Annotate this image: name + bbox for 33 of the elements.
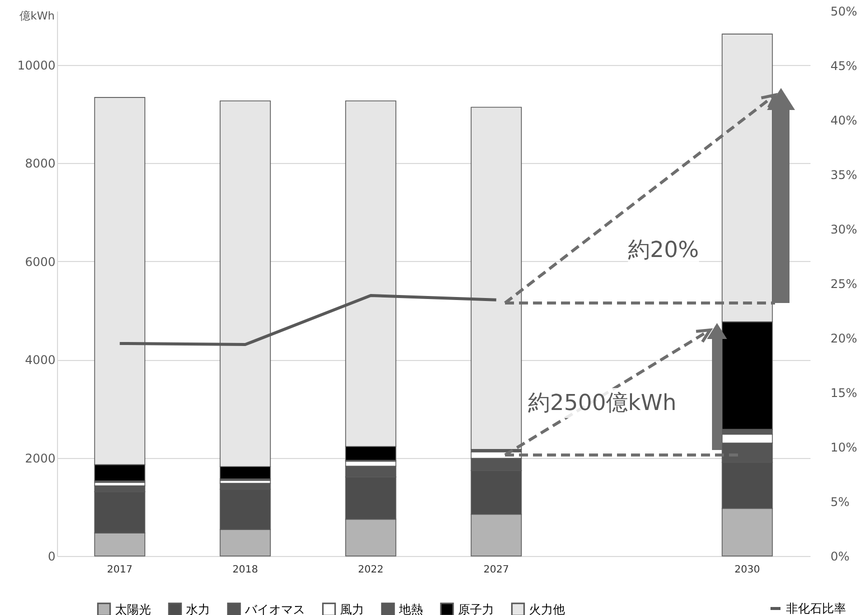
y-tick-label: 2000 — [24, 451, 56, 466]
legend-label: バイオマス — [244, 602, 305, 615]
legend-label: 太陽光 — [115, 602, 151, 615]
y2-tick-label: 15% — [830, 386, 858, 400]
x-tick-label: 2030 — [734, 564, 760, 576]
y-tick-label: 10000 — [17, 58, 56, 73]
y2-tick-label: 35% — [830, 168, 858, 182]
y-tick-label: 0 — [48, 550, 56, 564]
y2-tick-label: 0% — [830, 550, 850, 564]
legend-label: 風力 — [340, 602, 364, 615]
legend-label: 火力他 — [529, 602, 565, 615]
y2-tick-label: 45% — [830, 59, 858, 73]
annotation: 約2500億kWh — [528, 388, 676, 418]
legend-label: 非化石比率 — [786, 602, 846, 615]
annotation: 約20% — [628, 235, 699, 265]
x-tick-label: 2022 — [358, 564, 384, 576]
y-axis-title: 億kWh — [20, 10, 55, 22]
y2-tick-label: 30% — [830, 222, 858, 236]
x-tick-label: 2017 — [107, 564, 132, 576]
y2-tick-label: 40% — [830, 114, 858, 128]
y2-tick-label: 5% — [830, 495, 850, 509]
y-tick-label: 8000 — [24, 156, 56, 171]
x-tick-label: 2018 — [232, 564, 258, 576]
y2-tick-label: 10% — [830, 440, 858, 454]
y2-tick-label: 50% — [830, 4, 858, 18]
y-tick-label: 4000 — [24, 353, 56, 368]
legend-label: 水力 — [186, 602, 210, 615]
y2-tick-label: 20% — [830, 332, 858, 346]
legend-label: 原子力 — [458, 602, 494, 615]
y2-tick-label: 25% — [830, 277, 858, 291]
y-tick-label: 6000 — [24, 254, 56, 269]
x-tick-label: 2027 — [484, 564, 509, 576]
legend-label: 地熱 — [398, 602, 423, 615]
